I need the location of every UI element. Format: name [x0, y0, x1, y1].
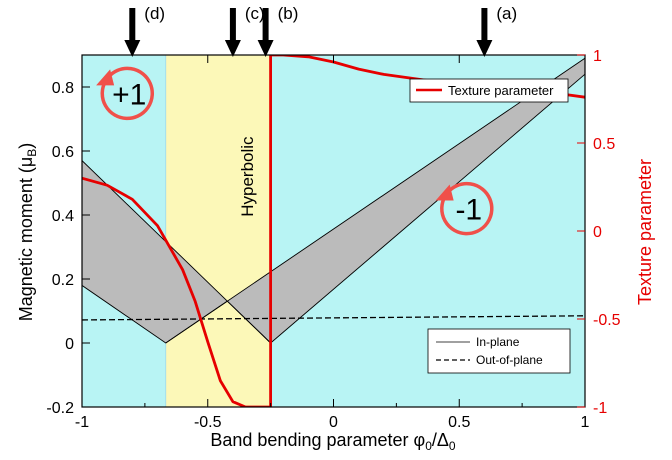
- top-arrows: (d) (c) (b) (a): [124, 4, 517, 57]
- arrow-shaft: [129, 8, 136, 42]
- texture-legend-box: [409, 78, 569, 103]
- y-right-tick-label: 0: [593, 224, 602, 241]
- arrow-label: (c): [245, 4, 265, 23]
- winding-circle: [100, 66, 155, 121]
- y-left-tick-label: 0.8: [52, 80, 74, 97]
- x-axis-title: Band bending parameter φ0/Δ0: [210, 430, 456, 453]
- arrow-head: [124, 40, 141, 57]
- in-plane-line-a: [165, 300, 228, 344]
- x-tick-label: -0.5: [194, 414, 222, 431]
- winding-arrowhead: [96, 69, 115, 86]
- y-right-tick-label: 0.5: [593, 136, 615, 153]
- y-right-tick-label: -0.5: [593, 312, 621, 329]
- y-left-tick-label: 0.2: [52, 272, 74, 289]
- region-1: [165, 55, 271, 407]
- y-left-tick-label: -0.2: [46, 400, 74, 417]
- winding-label: +1: [112, 78, 146, 111]
- x-tick-label: 1: [581, 414, 590, 431]
- winding-label: -1: [455, 194, 482, 227]
- in-plane-legend-label: In-plane: [476, 335, 520, 349]
- y-axis-right-title: Texture parameter: [635, 159, 655, 305]
- arrow-label: (a): [496, 4, 517, 23]
- out-of-plane-legend-label: Out-of-plane: [476, 353, 543, 367]
- line-legend: In-plane Out-of-plane: [427, 328, 571, 374]
- y-right-tick-label: -1: [593, 400, 607, 417]
- y-axis-left-title: Magnetic moment (μB): [16, 143, 39, 321]
- arrow-head: [224, 40, 241, 57]
- arrow-head: [476, 40, 493, 57]
- y-left-tick-label: 0: [65, 336, 74, 353]
- texture-legend: Texture parameter: [409, 78, 569, 103]
- arrow-shaft: [229, 8, 236, 42]
- region-label-hyperbolic: Hyperbolic: [238, 136, 257, 217]
- out-of-plane-dashed: [82, 315, 585, 321]
- winding-arrowhead: [435, 184, 454, 201]
- in-plane-band: [82, 57, 585, 344]
- arrow-label: (b): [278, 4, 299, 23]
- arrow-shaft: [262, 8, 269, 42]
- texture-legend-label: Texture parameter: [448, 83, 554, 98]
- in-plane-line-b: [227, 300, 271, 344]
- y-right-tick-label: 1: [593, 48, 602, 65]
- winding-labels: +1 -1: [96, 66, 494, 236]
- x-tick-label: -1: [75, 414, 89, 431]
- arrow-label: (d): [144, 4, 165, 23]
- y-left-tick-label: 0.4: [52, 208, 74, 225]
- x-tick-label: 0.5: [448, 414, 470, 431]
- axis-ticks: -1 -0.5 0 0.5 1 -0.2 0 0.2 0.4 0.6 0.8 -1 -0.5 0 0.5 1: [46, 48, 620, 431]
- line-legend-box: [427, 328, 571, 374]
- x-tick-label: 0: [329, 414, 338, 431]
- arrow-head: [257, 40, 274, 57]
- arrow-shaft: [481, 8, 488, 42]
- winding-circle: [440, 181, 494, 236]
- out-of-plane-line: [82, 315, 585, 321]
- y-left-tick-label: 0.6: [52, 144, 74, 161]
